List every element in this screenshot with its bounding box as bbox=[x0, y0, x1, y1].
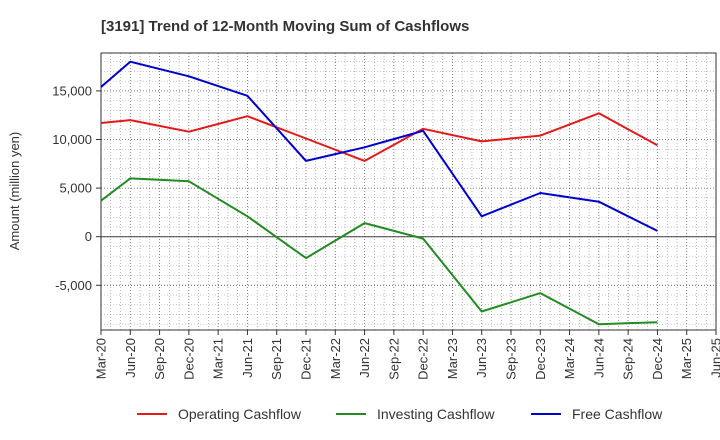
legend: Operating Cashflow Investing Cashflow Free… bbox=[137, 406, 663, 422]
series-line-operating-cashflow bbox=[100, 112, 658, 162]
x-tick-label: Dec-23 bbox=[533, 338, 548, 380]
x-tick-label: Mar-21 bbox=[211, 338, 226, 379]
x-tick-label: Dec-20 bbox=[181, 338, 196, 380]
x-tick-label: Mar-23 bbox=[445, 338, 460, 379]
x-tick-label: Dec-24 bbox=[650, 338, 665, 380]
legend-label: Operating Cashflow bbox=[178, 406, 302, 422]
x-tick-label: Sep-24 bbox=[621, 338, 636, 380]
x-tick-label: Mar-25 bbox=[679, 338, 694, 379]
x-tick-label: Dec-22 bbox=[416, 338, 431, 380]
y-tick-label: 5,000 bbox=[59, 181, 92, 196]
x-tick-label: Jun-20 bbox=[123, 338, 138, 378]
series-line-free-cashflow bbox=[100, 60, 658, 232]
x-tick-label: Mar-22 bbox=[328, 338, 343, 379]
y-tick-label: -5,000 bbox=[55, 278, 92, 293]
legend-label: Investing Cashflow bbox=[377, 406, 495, 422]
series-line-investing-cashflow bbox=[100, 177, 658, 326]
x-tick-label: Jun-24 bbox=[591, 338, 606, 378]
plot-area: 15,000 10,000 5,000 0 -5,000 Mar-20 Jun-20 Sep-… bbox=[52, 52, 720, 380]
chart-title: [3191] Trend of 12-Month Moving Sum of C… bbox=[101, 18, 469, 35]
x-tick-label: Jun-23 bbox=[474, 338, 489, 378]
plot-frame bbox=[100, 52, 717, 331]
x-tick-label: Dec-21 bbox=[299, 338, 314, 380]
x-tick-label: Sep-20 bbox=[152, 338, 167, 380]
y-axis-label: Amount (million yen) bbox=[7, 132, 22, 251]
x-tick-label: Mar-20 bbox=[94, 338, 109, 379]
y-tick-label: 0 bbox=[85, 229, 92, 244]
x-tick-label: Jun-22 bbox=[357, 338, 372, 378]
x-tick-label: Jun-21 bbox=[240, 338, 255, 378]
y-tick-label: 10,000 bbox=[52, 132, 92, 147]
x-tick-label: Sep-21 bbox=[269, 338, 284, 380]
x-tick-label: Jun-25 bbox=[709, 338, 720, 378]
y-tick-label: 15,000 bbox=[52, 83, 92, 98]
plot-background bbox=[101, 53, 716, 330]
x-tick-label: Sep-22 bbox=[386, 338, 401, 380]
legend-label: Free Cashflow bbox=[572, 406, 663, 422]
x-tick-label: Mar-24 bbox=[562, 338, 577, 379]
x-tick-label: Sep-23 bbox=[504, 338, 519, 380]
